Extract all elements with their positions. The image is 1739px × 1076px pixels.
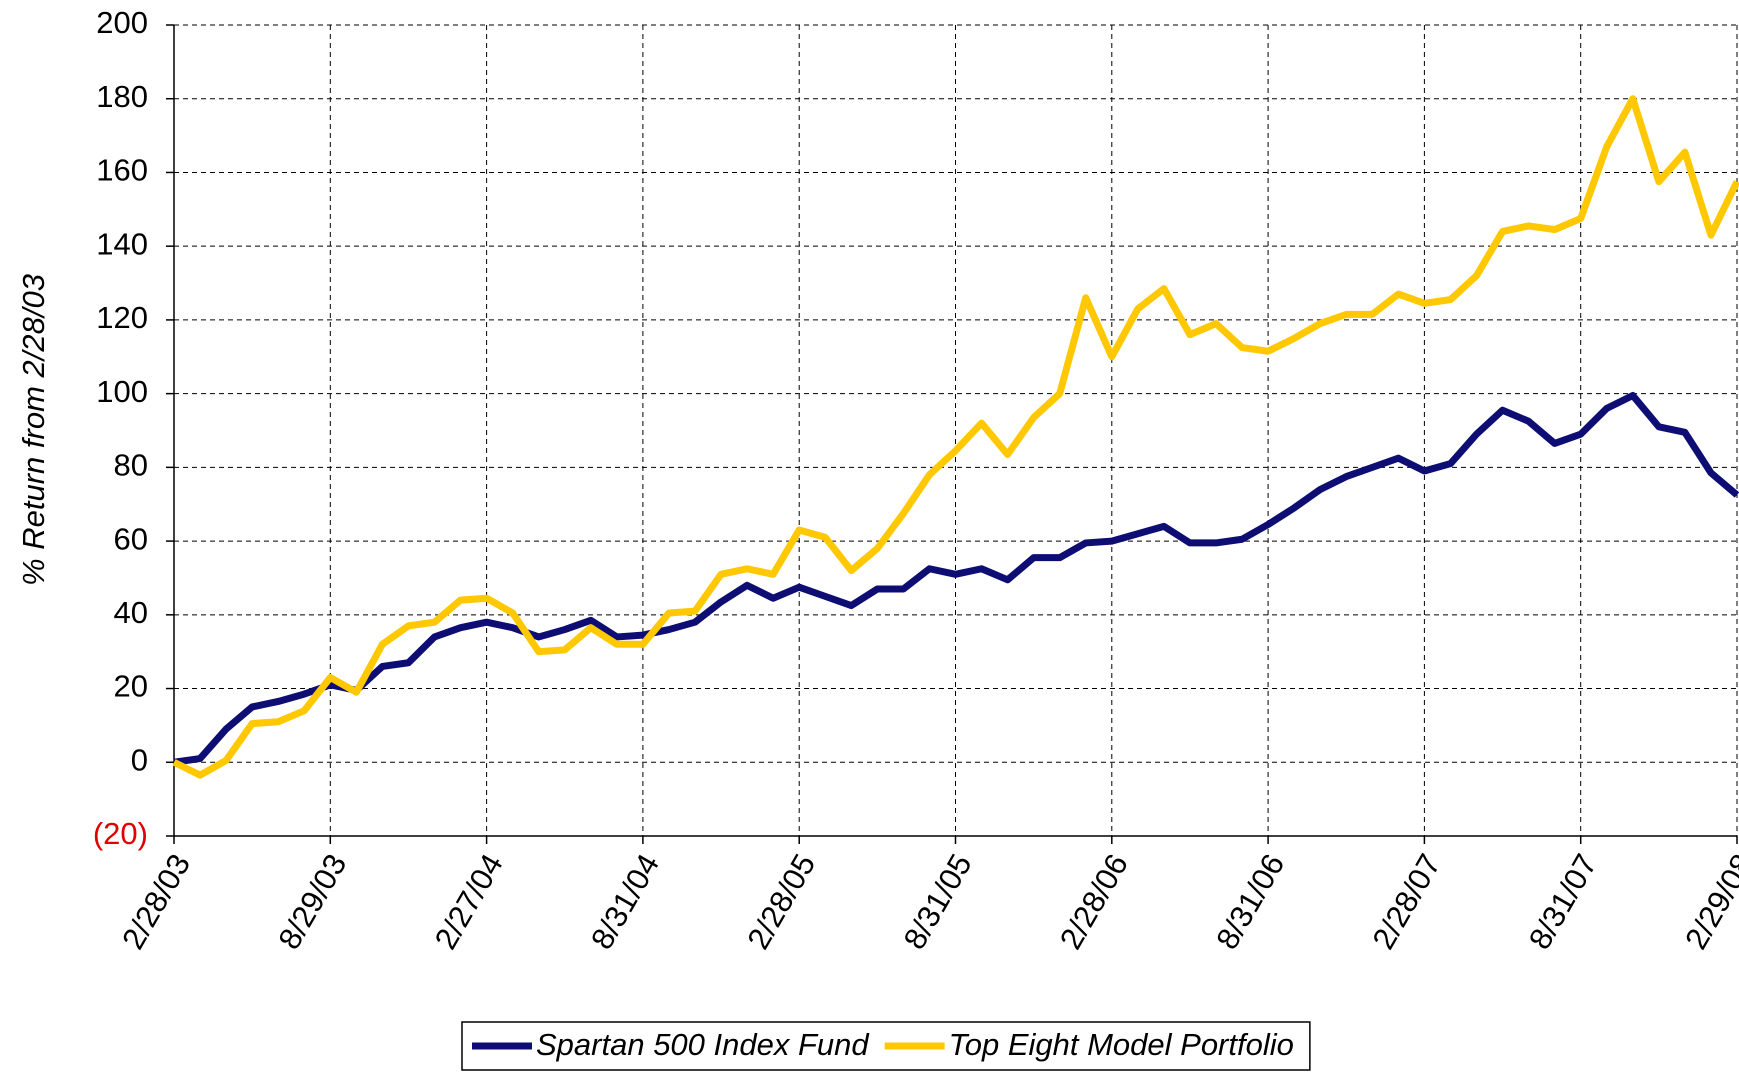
series-line [173, 391, 1739, 766]
y-tick-label: 200 [96, 5, 148, 40]
y-tick-label: 80 [114, 448, 148, 483]
legend: Spartan 500 Index Fund Top Eight Model Po… [461, 1021, 1311, 1071]
legend-label: Spartan 500 Index Fund [536, 1027, 870, 1062]
x-tick-label: 2/28/06 [1053, 848, 1135, 955]
x-tick-label: 8/31/07 [1522, 848, 1604, 955]
x-tick-label: 8/31/04 [584, 848, 666, 955]
x-tick-label: 2/27/04 [428, 848, 510, 955]
y-tick-label: 100 [96, 374, 148, 409]
x-tick-label: 2/28/03 [115, 848, 197, 955]
x-tick-label: 2/28/05 [740, 848, 822, 955]
y-tick-label: 120 [96, 300, 148, 335]
y-tick-label: 0 [131, 742, 148, 777]
y-tick-label: (20) [93, 816, 148, 851]
x-tick-label: 2/28/07 [1366, 848, 1448, 955]
series-line [172, 95, 1739, 779]
y-tick-label: 60 [114, 521, 148, 556]
legend-label: Top Eight Model Portfolio [949, 1027, 1294, 1062]
x-tick-label: 8/29/03 [271, 848, 353, 955]
x-tick-label: 2/29/08 [1678, 848, 1739, 955]
y-tick-label: 40 [114, 595, 148, 630]
x-tick-label: 8/31/06 [1209, 848, 1291, 955]
x-tick-label: 8/31/05 [897, 848, 979, 955]
y-tick-label: 20 [114, 669, 148, 704]
y-tick-label: 160 [96, 153, 148, 188]
y-tick-label: 180 [96, 79, 148, 114]
legend-box [461, 1021, 1311, 1071]
y-axis-label: % Return from 2/28/03 [16, 274, 51, 586]
y-tick-label: 140 [96, 226, 148, 261]
